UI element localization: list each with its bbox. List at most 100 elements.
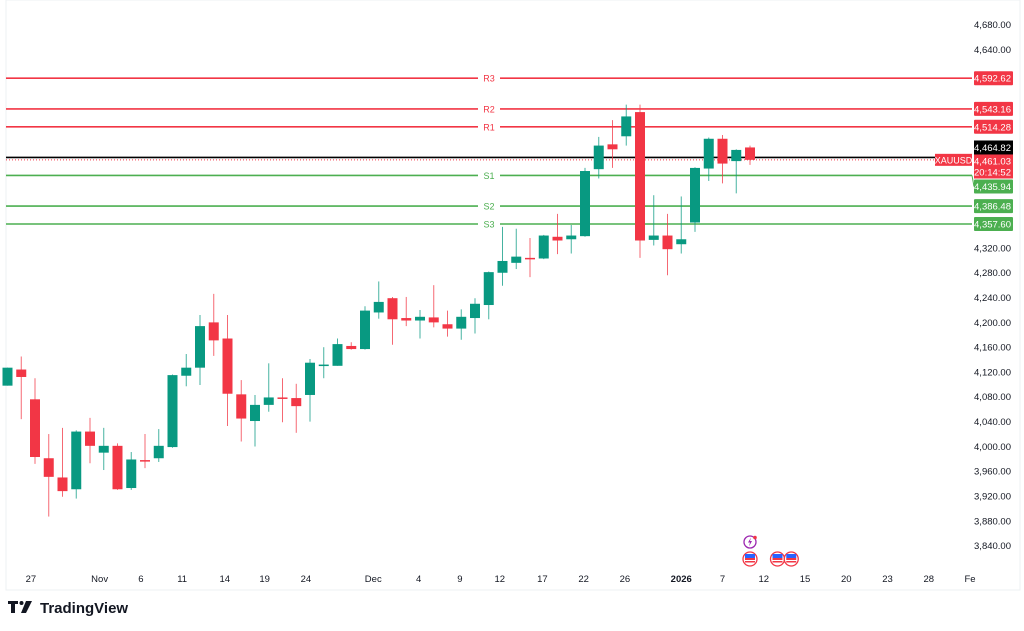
candle-body [415, 316, 425, 321]
candle-body [43, 458, 54, 477]
flag-stripe [772, 558, 783, 560]
y-tick-label: 3,880.00 [974, 516, 1011, 527]
flag-stars [786, 554, 797, 558]
candle-body [318, 364, 329, 367]
candle [208, 293, 219, 356]
candle-body [195, 326, 205, 368]
candle-body [236, 394, 247, 419]
y-tick-label: 4,120.00 [974, 367, 1011, 378]
level-price-tag [974, 199, 1013, 214]
chart-frame [5, 0, 1021, 591]
symbol-label: XAUUSD [935, 155, 973, 165]
candle-body [2, 367, 13, 386]
level-label-bg [478, 102, 500, 115]
candle [181, 354, 192, 387]
x-tick-label: Dec [365, 574, 382, 585]
candle-body [153, 445, 164, 459]
level-label-r2: R2 [483, 104, 495, 114]
x-tick-label: Nov [91, 574, 108, 585]
lightning-event-icon [743, 535, 757, 549]
candle [511, 228, 522, 270]
level-price-label: 4,357.60 [974, 220, 1011, 231]
candle [538, 234, 549, 260]
level-price-tag [974, 119, 1013, 134]
reference-price-tag [974, 140, 1013, 155]
candle [621, 104, 632, 146]
y-tick-label: 4,280.00 [974, 268, 1011, 279]
level-label-r1: R1 [483, 122, 495, 132]
candle-body [635, 112, 645, 241]
candle-body [85, 431, 95, 446]
lightning-bolt [748, 537, 752, 547]
candlestick-chart[interactable]: 4,680.00 4,640.00 4,320.00 4,280.00 4,240.00… [0, 0, 1024, 600]
candle [153, 429, 164, 462]
candle-body [703, 138, 714, 169]
y-tick-label: 4,080.00 [974, 392, 1011, 403]
level-price-label: 4,514.28 [974, 122, 1011, 133]
candle-body [511, 256, 522, 263]
candle-body [332, 344, 343, 366]
candle [717, 135, 728, 184]
y-tick-label: 4,000.00 [974, 442, 1011, 453]
level-price-tag [974, 217, 1013, 231]
candle [456, 309, 467, 340]
level-price-tag [974, 179, 1013, 194]
candle [483, 271, 494, 320]
y-tick-label: 3,840.00 [974, 541, 1011, 552]
level-price-label: 4,386.48 [974, 202, 1011, 213]
candle [648, 195, 659, 246]
candle-body [648, 235, 659, 240]
last-price-tag [974, 154, 1013, 179]
flag-stars [772, 554, 783, 558]
candle-body [98, 445, 109, 453]
symbol-tag [935, 153, 972, 166]
y-tick-label: 4,680.00 [974, 20, 1011, 31]
flag-stripe [745, 561, 755, 563]
candle [373, 281, 384, 319]
candle-body [71, 431, 82, 490]
candle [236, 380, 247, 442]
x-tick-label: 24 [301, 574, 312, 585]
candle-body [717, 138, 728, 164]
candle-body [662, 235, 673, 250]
candle [580, 167, 590, 237]
candle [703, 137, 714, 181]
candle [318, 347, 329, 379]
level-label-bg [478, 72, 500, 85]
candle [250, 394, 260, 447]
x-tick-label: 6 [138, 574, 143, 585]
level-label-s2: S2 [483, 202, 494, 212]
x-tick-label: 28 [923, 574, 934, 585]
flag-stripe [745, 558, 755, 560]
x-tick-label: 12 [494, 574, 505, 585]
candle [662, 213, 673, 276]
us-flag-event-icon [742, 551, 758, 567]
candle [428, 285, 439, 328]
candle-body [305, 362, 315, 395]
candle [305, 358, 315, 422]
x-tick-label: 23 [882, 574, 893, 585]
candle [552, 213, 563, 255]
y-tick-label: 4,240.00 [974, 293, 1011, 304]
notification-dot [753, 535, 757, 540]
flag-stripe [772, 561, 783, 563]
us-flag-event-icon [769, 551, 786, 567]
candle [57, 427, 68, 497]
countdown-label: 20:14:52 [974, 167, 1011, 178]
tradingview-logo: TradingView [8, 600, 128, 617]
candle-body [181, 367, 192, 376]
candle-body [470, 303, 480, 319]
candle-body [456, 316, 467, 329]
candle [167, 374, 178, 448]
x-tick-label: 9 [457, 574, 462, 585]
candle [607, 120, 618, 168]
candle-body [538, 235, 549, 259]
level-price-label: 4,592.62 [974, 74, 1011, 85]
candle [635, 104, 645, 258]
candle [360, 306, 370, 350]
x-tick-label: 2026 [671, 574, 692, 585]
candle-body [525, 257, 535, 260]
candle [442, 310, 453, 337]
candle-body [208, 322, 219, 341]
level-label-bg [478, 120, 500, 133]
